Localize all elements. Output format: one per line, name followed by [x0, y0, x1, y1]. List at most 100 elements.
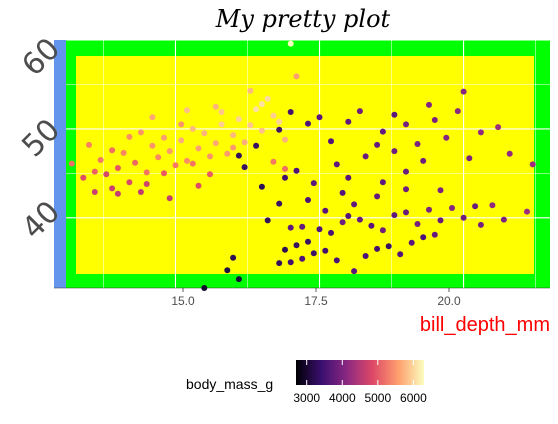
grid-lines [66, 39, 550, 288]
data-point [391, 212, 398, 219]
data-point [276, 126, 283, 133]
data-point [276, 118, 283, 125]
data-point [241, 164, 248, 171]
data-point [235, 152, 242, 159]
colorbar [296, 360, 424, 385]
data-point [379, 227, 386, 234]
data-point [137, 189, 144, 195]
data-point [282, 165, 288, 172]
x-axis-title: bill_depth_mm [420, 314, 550, 336]
data-point [132, 159, 139, 166]
panel-background [76, 56, 534, 274]
data-point [91, 168, 98, 175]
data-point [189, 125, 196, 132]
data-point [316, 114, 323, 121]
data-point [218, 121, 225, 128]
data-point [333, 257, 340, 264]
data-point [86, 141, 92, 148]
data-point [495, 124, 502, 131]
data-point [345, 213, 352, 219]
data-point [276, 260, 283, 267]
y-axis-strip [54, 40, 66, 288]
data-point [97, 157, 104, 163]
data-point [356, 108, 363, 115]
data-point [403, 121, 409, 128]
data-point [414, 141, 421, 147]
data-point [379, 128, 386, 135]
data-point [397, 251, 404, 258]
x-tick-label-15: 15.0 [171, 294, 195, 308]
data-point [356, 216, 363, 223]
data-point [235, 116, 242, 123]
data-point [184, 107, 190, 114]
data-point [431, 117, 438, 123]
data-point [374, 193, 381, 200]
data-point [305, 197, 311, 203]
data-point [126, 133, 133, 140]
data-point [109, 147, 116, 154]
data-point [345, 174, 352, 181]
data-point [322, 247, 329, 254]
data-point [103, 171, 110, 178]
data-point [403, 168, 409, 175]
data-points [68, 40, 536, 291]
legend-tick-6000: 6000 [400, 391, 427, 405]
data-point [368, 222, 375, 229]
chart-title: My pretty plot [215, 5, 391, 33]
data-point [443, 134, 450, 141]
data-point [258, 127, 265, 134]
x-tick-label-20: 20.0 [437, 294, 461, 308]
data-point [91, 189, 98, 195]
data-point [310, 180, 317, 187]
data-point [316, 226, 323, 233]
data-point [270, 112, 277, 119]
data-point [241, 139, 248, 146]
data-point [322, 207, 329, 214]
data-point [489, 202, 496, 209]
data-point [524, 208, 530, 215]
data-point [264, 217, 271, 224]
data-point [114, 165, 121, 171]
data-point [287, 259, 294, 266]
data-point [437, 187, 444, 194]
data-point [426, 206, 432, 213]
data-point [207, 171, 213, 178]
data-point [477, 129, 484, 136]
data-point [305, 120, 311, 127]
data-point [161, 170, 167, 177]
data-point [500, 216, 507, 223]
data-point [299, 223, 306, 230]
data-point [195, 182, 202, 189]
data-point [506, 150, 513, 157]
data-point [345, 118, 352, 125]
data-point [172, 162, 179, 169]
data-point [282, 136, 288, 143]
data-point [218, 109, 225, 115]
data-point [379, 179, 386, 186]
data-point [212, 103, 219, 110]
data-point [247, 122, 254, 129]
data-point [161, 134, 167, 141]
data-point [414, 221, 421, 227]
data-point [374, 141, 381, 148]
data-point [466, 155, 473, 162]
legend-tick-4000: 4000 [329, 391, 356, 405]
data-point [143, 181, 150, 187]
colorbar-ticks [306, 360, 414, 385]
data-point [114, 190, 121, 197]
data-point [403, 186, 409, 193]
data-point [529, 161, 536, 168]
data-point [155, 154, 162, 161]
data-point [149, 114, 156, 121]
data-point [201, 285, 208, 291]
data-point [235, 276, 242, 283]
legend-tick-3000: 3000 [293, 391, 320, 405]
data-point [374, 245, 381, 252]
data-point [178, 121, 185, 128]
data-point [287, 224, 294, 231]
data-point [408, 239, 415, 246]
data-point [230, 254, 237, 261]
x-tick-label-17-5: 17.5 [304, 294, 328, 308]
data-point [253, 106, 260, 113]
